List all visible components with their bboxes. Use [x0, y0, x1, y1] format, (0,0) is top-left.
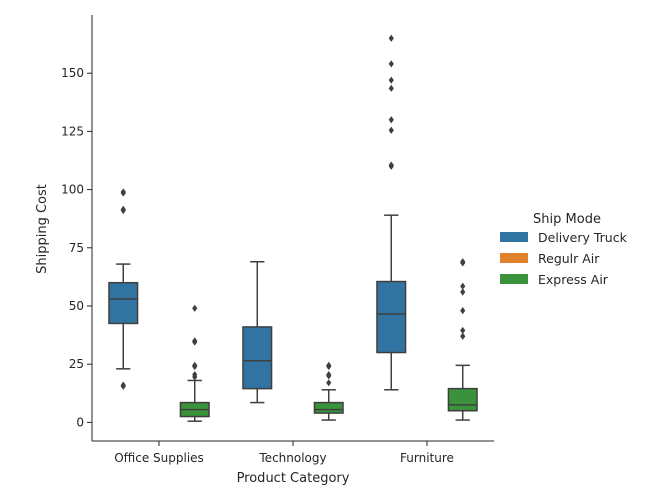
y-tick-label: 25 — [69, 357, 84, 371]
outlier-point — [460, 282, 466, 290]
box-iqr — [376, 280, 407, 354]
y-tick-label: 125 — [61, 124, 84, 138]
outlier-point — [120, 381, 126, 389]
outlier-point — [388, 76, 394, 84]
outlier-point — [192, 371, 198, 379]
x-axis-label: Product Category — [237, 471, 350, 486]
box-delivery-truck — [108, 188, 139, 390]
x-tick-label: Technology — [258, 451, 326, 465]
box-express-air — [447, 258, 478, 421]
box-iqr — [447, 387, 478, 412]
box-express-air — [179, 304, 210, 422]
y-tick-label: 100 — [61, 183, 84, 197]
box-iqr — [313, 401, 344, 414]
box-delivery-truck — [376, 34, 407, 391]
x-tick-label: Office Supplies — [114, 451, 204, 465]
outlier-point — [460, 332, 466, 340]
legend-entry: Regulr Air — [500, 251, 600, 266]
outlier-point — [192, 337, 198, 345]
legend-entry: Express Air — [500, 272, 609, 287]
y-ticks: 0 25 50 75 100 125 150 — [61, 66, 92, 429]
outlier-point — [460, 326, 466, 335]
y-tick-label: 50 — [69, 299, 84, 313]
outlier-point — [388, 84, 394, 92]
legend-entry: Delivery Truck — [500, 230, 628, 245]
legend-label: Delivery Truck — [538, 230, 628, 245]
outlier-point — [326, 379, 332, 387]
outlier-point — [388, 161, 394, 169]
outlier-point — [326, 361, 332, 369]
outlier-point — [460, 258, 466, 266]
y-tick-label: 75 — [69, 241, 84, 255]
outlier-point — [120, 205, 126, 213]
box-express-air — [313, 361, 344, 421]
outlier-point — [388, 60, 394, 68]
axes: 0 25 50 75 100 125 150 Office Supplies Technolo… — [35, 15, 494, 486]
legend: Ship Mode Delivery Truck Regulr Air Expres… — [500, 212, 628, 287]
legend-swatch — [500, 232, 528, 242]
plot-area — [108, 34, 478, 422]
outlier-point — [192, 304, 198, 312]
outlier-point — [120, 188, 126, 196]
legend-label: Express Air — [538, 272, 609, 287]
y-tick-label: 150 — [61, 66, 84, 80]
legend-swatch — [500, 274, 528, 284]
outlier-point — [326, 371, 332, 379]
outlier-point — [388, 34, 394, 42]
box-iqr — [108, 281, 139, 325]
outlier-point — [192, 361, 198, 369]
outlier-point — [388, 116, 394, 124]
legend-title: Ship Mode — [533, 212, 601, 227]
outlier-point — [460, 288, 466, 296]
box-iqr — [242, 326, 273, 390]
x-ticks: Office Supplies Technology Furniture — [114, 441, 454, 465]
y-tick-label: 0 — [76, 415, 84, 429]
x-tick-label: Furniture — [400, 451, 454, 465]
legend-swatch — [500, 253, 528, 263]
box-delivery-truck — [242, 261, 273, 404]
legend-label: Regulr Air — [538, 251, 600, 266]
outlier-point — [388, 126, 394, 134]
y-axis-label: Shipping Cost — [35, 184, 50, 274]
outlier-point — [460, 307, 466, 315]
